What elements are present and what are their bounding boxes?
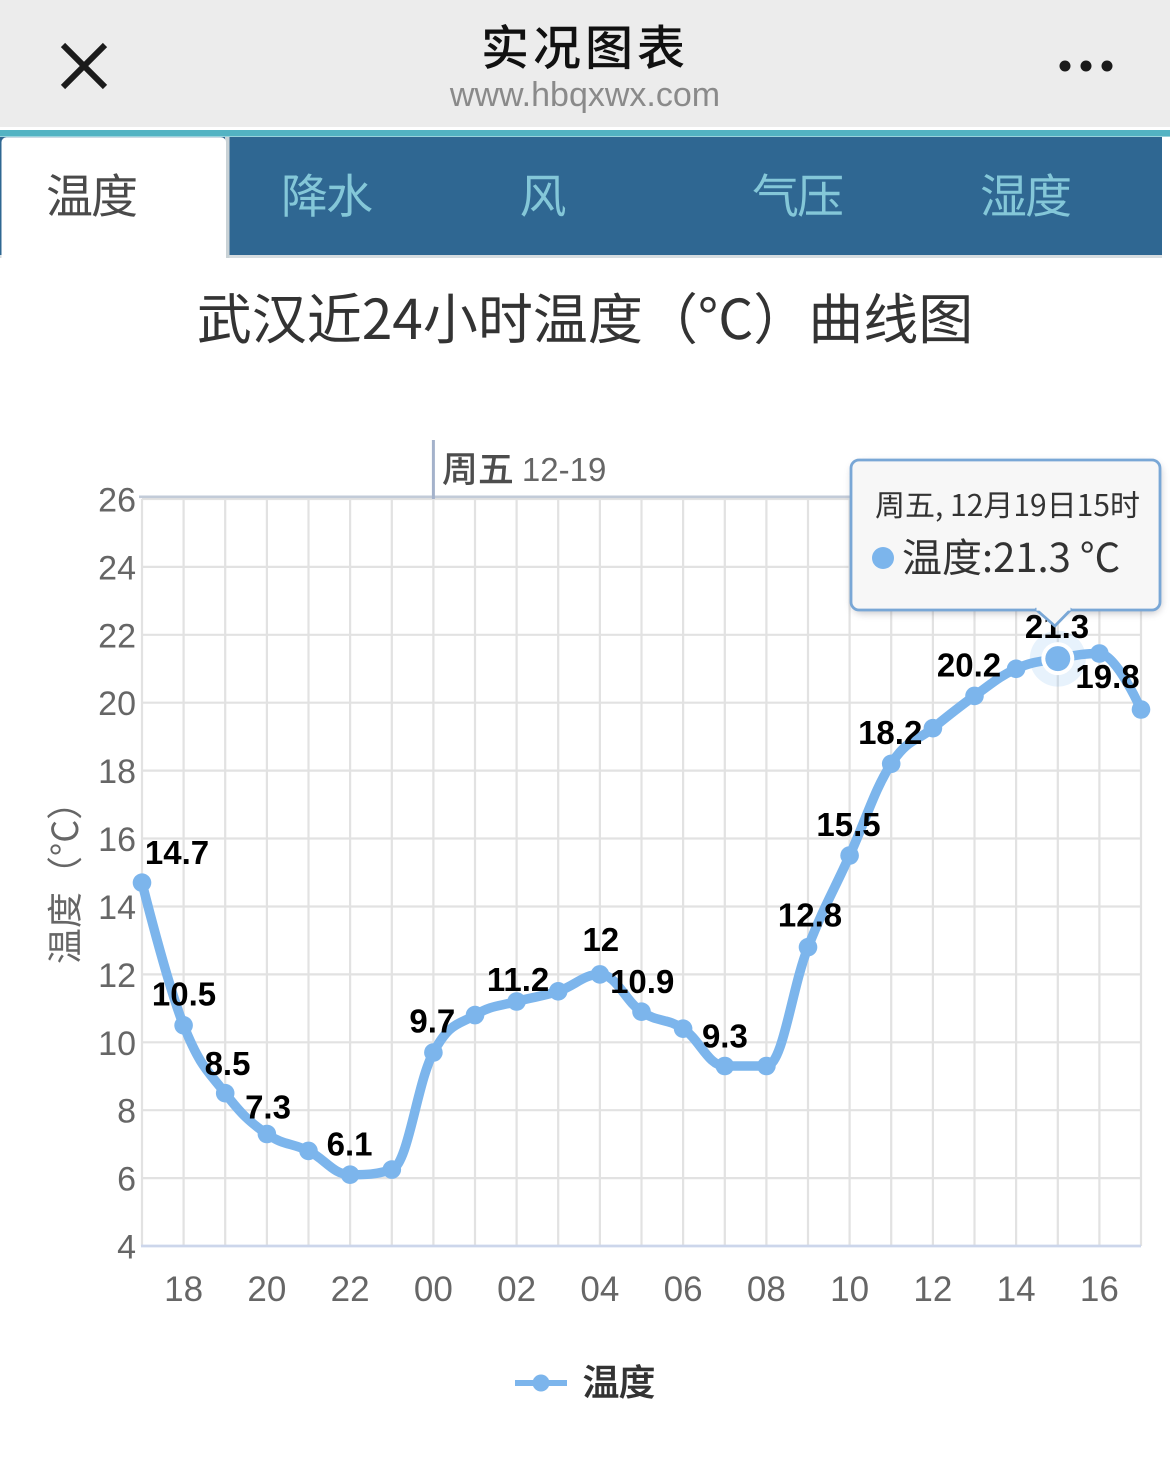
svg-text:9.3: 9.3 xyxy=(702,1018,748,1055)
svg-text:10: 10 xyxy=(830,1270,869,1309)
svg-text:12-19: 12-19 xyxy=(522,451,606,488)
svg-text:24: 24 xyxy=(98,549,136,587)
svg-text:14.7: 14.7 xyxy=(145,834,209,871)
svg-text:22: 22 xyxy=(98,617,136,655)
svg-text:18: 18 xyxy=(98,753,136,791)
svg-text:19.8: 19.8 xyxy=(1075,658,1139,695)
svg-text:18: 18 xyxy=(164,1270,203,1309)
svg-text:12.8: 12.8 xyxy=(778,897,842,934)
svg-text:20.2: 20.2 xyxy=(937,647,1001,684)
svg-text:22: 22 xyxy=(331,1270,370,1309)
svg-text:10.9: 10.9 xyxy=(610,963,674,1000)
svg-text:10.5: 10.5 xyxy=(152,975,216,1012)
svg-text:www.hbqxwx.com: www.hbqxwx.com xyxy=(449,76,720,114)
svg-text:06: 06 xyxy=(664,1270,703,1309)
svg-text:02: 02 xyxy=(497,1270,536,1309)
svg-text:20: 20 xyxy=(247,1270,286,1309)
svg-text:7.3: 7.3 xyxy=(245,1089,291,1126)
svg-text:26: 26 xyxy=(98,482,136,520)
svg-text:11.2: 11.2 xyxy=(487,961,549,998)
svg-text:8: 8 xyxy=(117,1093,136,1131)
svg-text:04: 04 xyxy=(580,1270,619,1309)
svg-text:00: 00 xyxy=(414,1270,453,1309)
svg-text:14: 14 xyxy=(98,889,136,927)
svg-text:16: 16 xyxy=(1080,1270,1119,1309)
svg-text:8.5: 8.5 xyxy=(205,1045,251,1082)
svg-text:20: 20 xyxy=(98,685,136,723)
svg-text:4: 4 xyxy=(117,1229,136,1267)
svg-text:9.7: 9.7 xyxy=(409,1003,455,1040)
svg-text:6.1: 6.1 xyxy=(327,1126,373,1163)
svg-text:08: 08 xyxy=(747,1270,786,1309)
svg-text:16: 16 xyxy=(98,821,136,859)
svg-text:10: 10 xyxy=(98,1025,136,1063)
svg-text:12: 12 xyxy=(582,921,619,958)
svg-text:6: 6 xyxy=(117,1161,136,1199)
svg-text:12: 12 xyxy=(913,1270,952,1309)
svg-text:15.5: 15.5 xyxy=(816,806,880,843)
svg-text:18.2: 18.2 xyxy=(858,714,922,751)
svg-text:14: 14 xyxy=(997,1270,1036,1309)
svg-text:12: 12 xyxy=(98,957,136,995)
